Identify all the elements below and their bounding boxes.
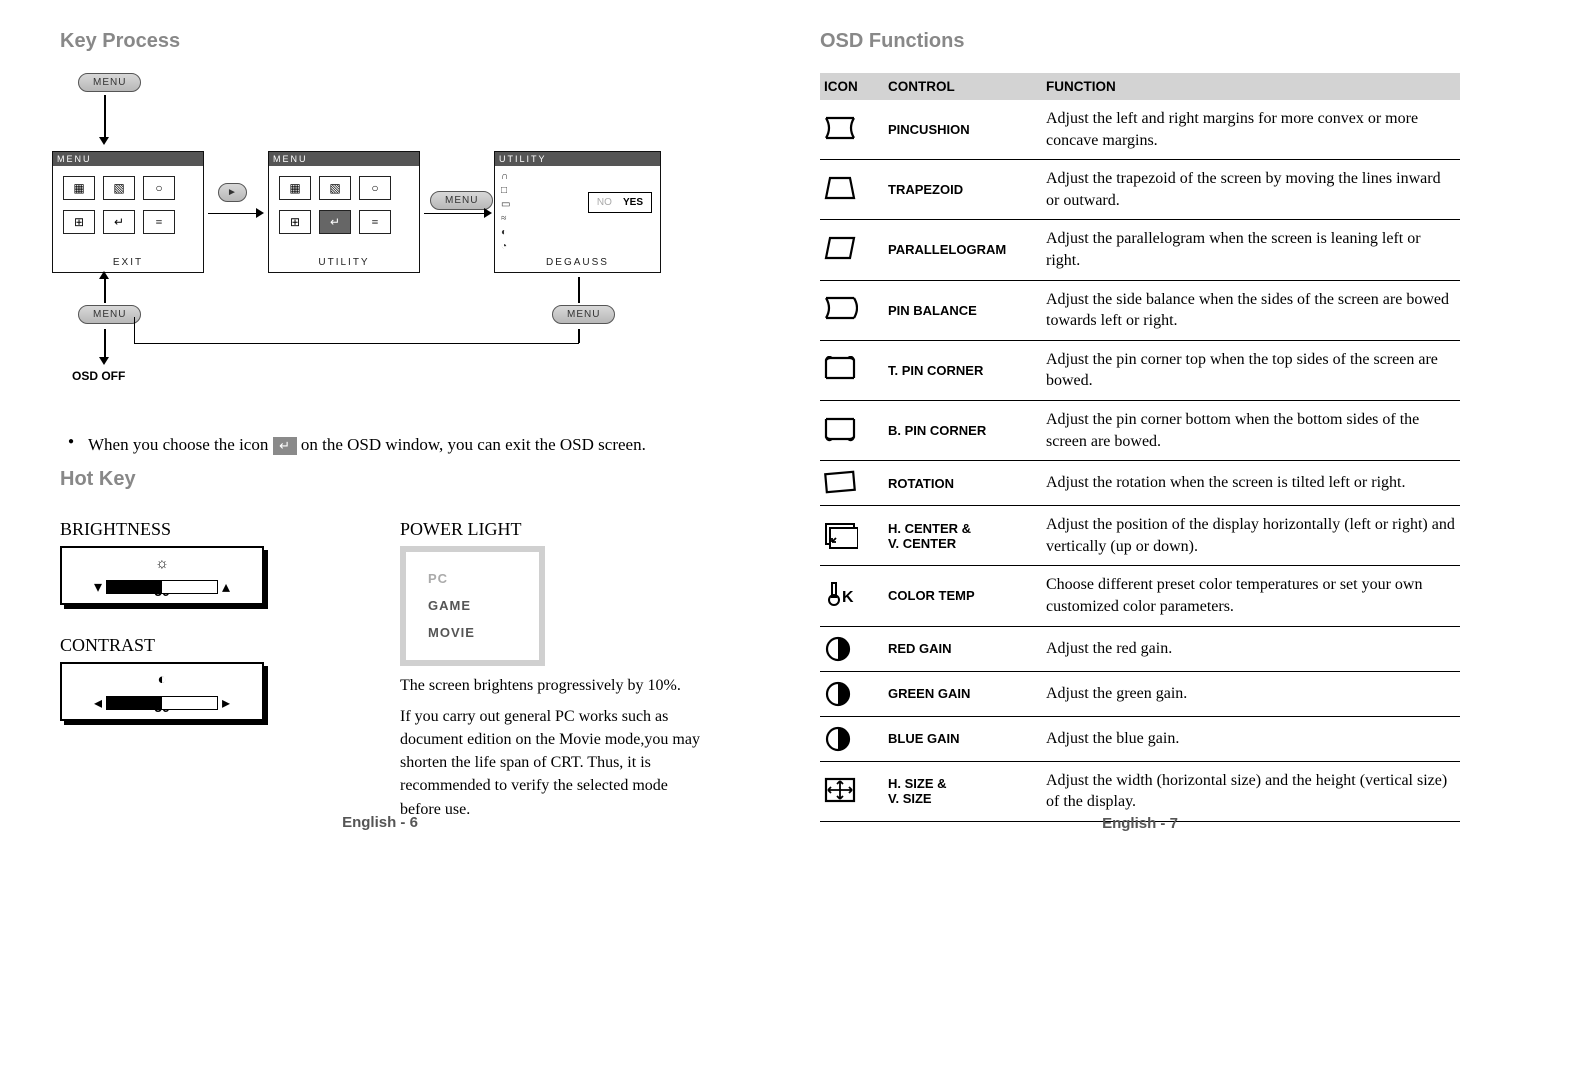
left-icon: ◂: [94, 693, 102, 713]
table-row: PINCUSHIONAdjust the left and right marg…: [820, 100, 1460, 160]
contrast-label: CONTRAST: [60, 635, 360, 656]
table-row: BLUE GAINAdjust the blue gain.: [820, 716, 1460, 761]
parallelogram-icon: [820, 220, 884, 280]
function-desc: Adjust the blue gain.: [1042, 716, 1460, 761]
table-row: ROTATIONAdjust the rotation when the scr…: [820, 461, 1460, 506]
up-icon: ▴: [222, 577, 230, 597]
control-name: TRAPEZOID: [884, 160, 1042, 220]
brightness-label: BRIGHTNESS: [60, 519, 360, 540]
control-name: PINCUSHION: [884, 100, 1042, 160]
tpin-icon: [820, 340, 884, 400]
right-icon: ▸: [222, 693, 230, 713]
function-desc: Adjust the pin corner top when the top s…: [1042, 340, 1460, 400]
power-light-label: POWER LIGHT: [400, 519, 700, 540]
key-process-title: Key Process: [60, 30, 700, 53]
osd-functions-title: OSD Functions: [820, 30, 1460, 53]
page-6: Key Process MENU MENU ▦ ▧ ○ ⊞ ↵ ≡ EXIT ►…: [60, 20, 700, 821]
control-name: B. PIN CORNER: [884, 400, 1042, 460]
menu-button-bl: MENU: [78, 305, 141, 324]
th-control: CONTROL: [884, 73, 1042, 100]
table-row: H. SIZE & V. SIZEAdjust the width (horiz…: [820, 761, 1460, 821]
page-number-7: English - 7: [1102, 815, 1178, 832]
table-row: PIN BALANCEAdjust the side balance when …: [820, 280, 1460, 340]
function-desc: Adjust the parallelogram when the screen…: [1042, 220, 1460, 280]
th-icon: ICON: [820, 73, 884, 100]
hotkey-area: BRIGHTNESS ☼ ▾ ▴ 50 CONTRAST ◐ ◂ ▸ 50: [60, 511, 700, 821]
control-name: GREEN GAIN: [884, 671, 1042, 716]
osd-panel-3: UTILITY ∩ □ ▭ ≈ ◐ ◔ NO YES DEGAUSS: [494, 151, 661, 273]
function-desc: Adjust the position of the display horiz…: [1042, 506, 1460, 566]
function-desc: Adjust the trapezoid of the screen by mo…: [1042, 160, 1460, 220]
gain-icon: [820, 671, 884, 716]
pincushion-icon: [820, 100, 884, 160]
function-desc: Adjust the side balance when the sides o…: [1042, 280, 1460, 340]
osd-functions-table: ICON CONTROL FUNCTION PINCUSHIONAdjust t…: [820, 73, 1460, 822]
control-name: RED GAIN: [884, 626, 1042, 671]
down-icon: ▾: [94, 577, 102, 597]
exit-note: When you choose the icon ↵ on the OSD wi…: [60, 433, 700, 458]
gain-icon: [820, 626, 884, 671]
size-icon: [820, 761, 884, 821]
table-row: TRAPEZOIDAdjust the trapezoid of the scr…: [820, 160, 1460, 220]
control-name: PARALLELOGRAM: [884, 220, 1042, 280]
control-name: H. SIZE & V. SIZE: [884, 761, 1042, 821]
gain-icon: [820, 716, 884, 761]
osd-diagram: MENU MENU ▦ ▧ ○ ⊞ ↵ ≡ EXIT ► MENU ▦: [60, 73, 700, 413]
table-row: PARALLELOGRAMAdjust the parallelogram wh…: [820, 220, 1460, 280]
page-7: OSD Functions ICON CONTROL FUNCTION PINC…: [820, 20, 1460, 822]
rotation-icon: [820, 461, 884, 506]
control-name: H. CENTER & V. CENTER: [884, 506, 1042, 566]
hot-key-title: Hot Key: [60, 468, 700, 491]
function-desc: Adjust the rotation when the screen is t…: [1042, 461, 1460, 506]
osd-off-label: OSD OFF: [72, 369, 125, 383]
control-name: COLOR TEMP: [884, 566, 1042, 626]
arrow-button: ►: [218, 183, 247, 202]
function-desc: Adjust the red gain.: [1042, 626, 1460, 671]
menu-button-top: MENU: [78, 73, 141, 92]
function-desc: Adjust the green gain.: [1042, 671, 1460, 716]
osd-panel-1: MENU ▦ ▧ ○ ⊞ ↵ ≡ EXIT: [52, 151, 204, 273]
control-name: T. PIN CORNER: [884, 340, 1042, 400]
table-row: COLOR TEMPChoose different preset color …: [820, 566, 1460, 626]
function-desc: Choose different preset color temperatur…: [1042, 566, 1460, 626]
control-name: BLUE GAIN: [884, 716, 1042, 761]
pinbalance-icon: [820, 280, 884, 340]
function-desc: Adjust the width (horizontal size) and t…: [1042, 761, 1460, 821]
osd-panel-2: MENU ▦ ▧ ○ ⊞ ↵ ≡ UTILITY: [268, 151, 420, 273]
power-light-box: PC GAME MOVIE: [400, 546, 545, 666]
colortemp-icon: [820, 566, 884, 626]
bpin-icon: [820, 400, 884, 460]
brightness-slider: ☼ ▾ ▴ 50: [60, 546, 264, 605]
function-desc: Adjust the pin corner bottom when the bo…: [1042, 400, 1460, 460]
trapezoid-icon: [820, 160, 884, 220]
function-desc: Adjust the left and right margins for mo…: [1042, 100, 1460, 160]
center-icon: [820, 506, 884, 566]
table-row: GREEN GAINAdjust the green gain.: [820, 671, 1460, 716]
th-function: FUNCTION: [1042, 73, 1460, 100]
contrast-icon: ◐: [62, 672, 262, 689]
power-desc-1: The screen brightens progressively by 10…: [400, 674, 700, 697]
brightness-icon: ☼: [62, 556, 262, 573]
table-row: RED GAINAdjust the red gain.: [820, 626, 1460, 671]
control-name: PIN BALANCE: [884, 280, 1042, 340]
contrast-slider: ◐ ◂ ▸ 50: [60, 662, 264, 721]
menu-button-br: MENU: [552, 305, 615, 324]
power-desc-2: If you carry out general PC works such a…: [400, 705, 700, 821]
table-row: H. CENTER & V. CENTERAdjust the position…: [820, 506, 1460, 566]
page-number-6: English - 6: [342, 814, 418, 831]
control-name: ROTATION: [884, 461, 1042, 506]
table-row: T. PIN CORNERAdjust the pin corner top w…: [820, 340, 1460, 400]
table-row: B. PIN CORNERAdjust the pin corner botto…: [820, 400, 1460, 460]
